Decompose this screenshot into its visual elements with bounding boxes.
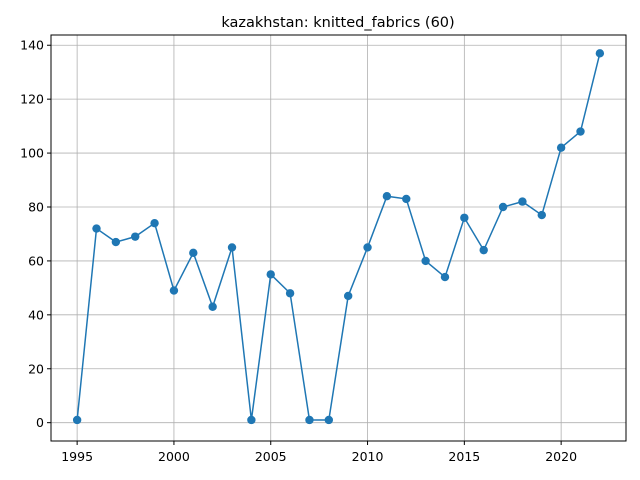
data-point bbox=[285, 289, 295, 298]
x-tick-label: 2005 bbox=[255, 449, 287, 464]
data-point bbox=[556, 143, 566, 152]
plot-frame bbox=[50, 34, 627, 442]
y-tick-label: 60 bbox=[28, 253, 44, 268]
data-point bbox=[537, 210, 546, 220]
x-tick-label: 2015 bbox=[448, 449, 480, 464]
y-tick-label: 40 bbox=[28, 307, 44, 322]
y-tick-label: 100 bbox=[20, 146, 44, 161]
data-point bbox=[305, 415, 314, 425]
data-point bbox=[343, 291, 353, 301]
y-tick-label: 0 bbox=[36, 415, 44, 430]
data-point bbox=[440, 272, 450, 282]
data-point bbox=[266, 270, 275, 279]
data-point bbox=[479, 245, 488, 255]
data-point bbox=[189, 248, 198, 258]
data-point bbox=[227, 243, 237, 252]
x-tick-label: 2010 bbox=[352, 449, 384, 464]
series-line bbox=[76, 53, 601, 421]
y-tick-label: 20 bbox=[28, 361, 44, 376]
data-point bbox=[111, 237, 121, 247]
data-point bbox=[595, 49, 605, 58]
data-point bbox=[208, 302, 217, 311]
x-tick-label: 2000 bbox=[158, 449, 190, 464]
grid bbox=[51, 35, 626, 441]
data-point bbox=[324, 415, 334, 425]
data-point bbox=[382, 192, 392, 201]
data-point bbox=[460, 213, 469, 222]
data-point bbox=[576, 127, 585, 136]
data-point bbox=[518, 197, 527, 206]
chart-title: kazakhstan: knitted_fabrics (60) bbox=[221, 15, 454, 31]
data-point bbox=[498, 202, 508, 212]
series-group bbox=[72, 49, 605, 425]
data-point bbox=[363, 243, 372, 252]
x-tick-label: 1995 bbox=[61, 449, 93, 464]
data-point bbox=[169, 286, 179, 295]
axis-ticks: 1995 2000 2005 2010 2015 2020 0 20 40 60 80 100 120 1… bbox=[20, 38, 577, 464]
data-point bbox=[92, 224, 101, 233]
data-point bbox=[402, 194, 411, 204]
data-point bbox=[150, 218, 159, 228]
data-point bbox=[421, 256, 430, 266]
x-tick-label: 2020 bbox=[545, 449, 577, 464]
y-tick-label: 80 bbox=[28, 199, 44, 214]
data-point bbox=[247, 415, 256, 425]
data-point bbox=[131, 232, 140, 241]
y-tick-label: 120 bbox=[20, 92, 44, 107]
y-tick-label: 140 bbox=[20, 38, 44, 53]
data-point bbox=[72, 415, 82, 425]
